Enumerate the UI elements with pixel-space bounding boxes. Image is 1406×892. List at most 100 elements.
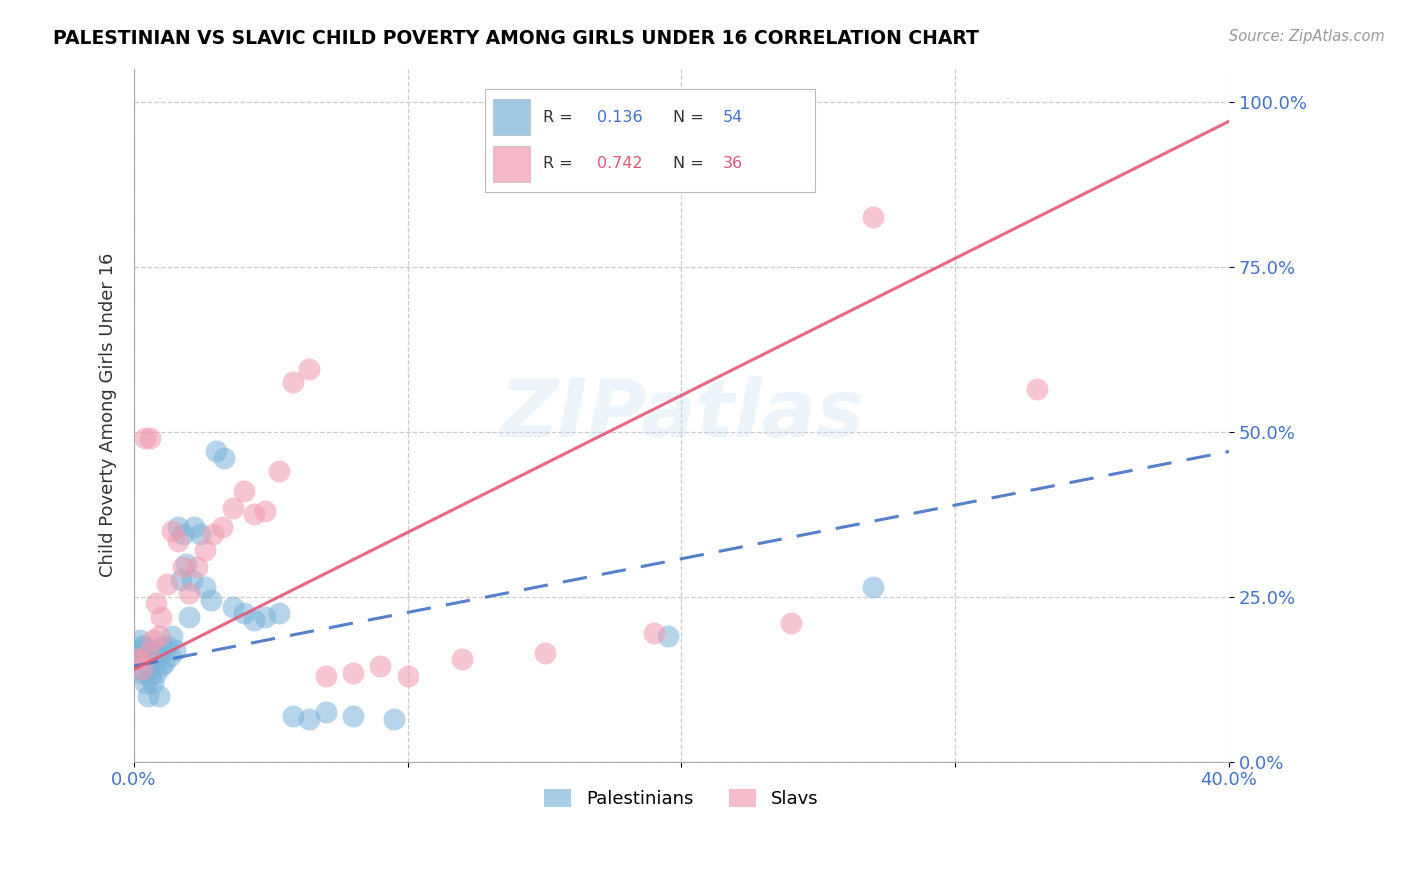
Point [125, 652, 148, 666]
Y-axis label: Child Poverty Among Girls Under 16: Child Poverty Among Girls Under 16 [100, 253, 117, 577]
Point [780, 616, 803, 631]
Point [382, 712, 405, 726]
Point [153, 656, 176, 670]
Point [169, 573, 191, 587]
Point [166, 533, 188, 548]
Point [156, 639, 179, 653]
Point [298, 362, 321, 376]
Text: PALESTINIAN VS SLAVIC CHILD POVERTY AMONG GIRLS UNDER 16 CORRELATION CHART: PALESTINIAN VS SLAVIC CHILD POVERTY AMON… [53, 29, 980, 47]
Point [315, 705, 337, 719]
Point [162, 524, 184, 538]
Point [162, 629, 184, 643]
Point [156, 576, 179, 591]
Point [145, 665, 167, 680]
Point [128, 662, 150, 676]
Point [174, 557, 197, 571]
Point [177, 609, 200, 624]
Point [142, 632, 165, 647]
Point [370, 659, 392, 673]
Point [221, 500, 243, 515]
Text: 36: 36 [723, 156, 744, 171]
Point [172, 527, 194, 541]
Point [150, 609, 173, 624]
Point [128, 652, 150, 666]
Point [396, 669, 419, 683]
Point [188, 527, 211, 541]
Point [166, 520, 188, 534]
Point [134, 639, 156, 653]
Point [451, 652, 474, 666]
Point [643, 626, 665, 640]
Point [136, 659, 159, 673]
Point [232, 484, 254, 499]
Point [125, 642, 148, 657]
Point [211, 520, 233, 534]
Point [125, 652, 148, 666]
Point [165, 642, 187, 657]
Text: 0.136: 0.136 [598, 110, 643, 125]
Point [150, 639, 173, 653]
Text: R =: R = [543, 156, 578, 171]
Point [180, 573, 202, 587]
Point [298, 712, 321, 726]
Point [177, 586, 200, 600]
Point [281, 708, 304, 723]
Point [139, 669, 162, 683]
Point [148, 649, 170, 664]
Text: N =: N = [673, 110, 709, 125]
Point [131, 639, 153, 653]
Text: 0.742: 0.742 [598, 156, 643, 171]
Point [194, 580, 217, 594]
Point [159, 649, 181, 664]
Point [221, 599, 243, 614]
Point [142, 659, 165, 673]
Point [131, 662, 153, 676]
Text: R =: R = [543, 110, 578, 125]
Point [1026, 382, 1049, 396]
Point [136, 646, 159, 660]
Point [202, 527, 225, 541]
Point [139, 652, 162, 666]
Point [254, 504, 277, 518]
Text: 54: 54 [723, 110, 744, 125]
Point [183, 520, 205, 534]
Point [148, 689, 170, 703]
Point [214, 451, 236, 466]
Text: Source: ZipAtlas.com: Source: ZipAtlas.com [1229, 29, 1385, 44]
Point [533, 646, 555, 660]
Point [243, 507, 266, 521]
Point [205, 444, 228, 458]
Point [862, 210, 884, 224]
Text: N =: N = [673, 156, 709, 171]
Point [134, 652, 156, 666]
Point [131, 649, 153, 664]
Point [254, 609, 277, 624]
Point [145, 596, 167, 610]
Point [139, 431, 162, 445]
Point [269, 464, 291, 478]
Point [136, 689, 159, 703]
Point [186, 560, 208, 574]
Point [134, 675, 156, 690]
Point [128, 646, 150, 660]
Point [145, 646, 167, 660]
Point [315, 669, 337, 683]
Text: ZIPatlas: ZIPatlas [499, 376, 863, 454]
Point [128, 632, 150, 647]
Point [134, 431, 156, 445]
Point [142, 675, 165, 690]
FancyBboxPatch shape [494, 145, 530, 181]
Point [342, 708, 364, 723]
Legend: Palestinians, Slavs: Palestinians, Slavs [537, 781, 825, 815]
Point [131, 665, 153, 680]
Point [172, 560, 194, 574]
Point [862, 580, 884, 594]
Point [150, 659, 173, 673]
Point [139, 642, 162, 657]
Point [657, 629, 679, 643]
Point [136, 646, 159, 660]
Point [243, 613, 266, 627]
Point [200, 593, 222, 607]
Point [269, 606, 291, 620]
Point [194, 543, 217, 558]
